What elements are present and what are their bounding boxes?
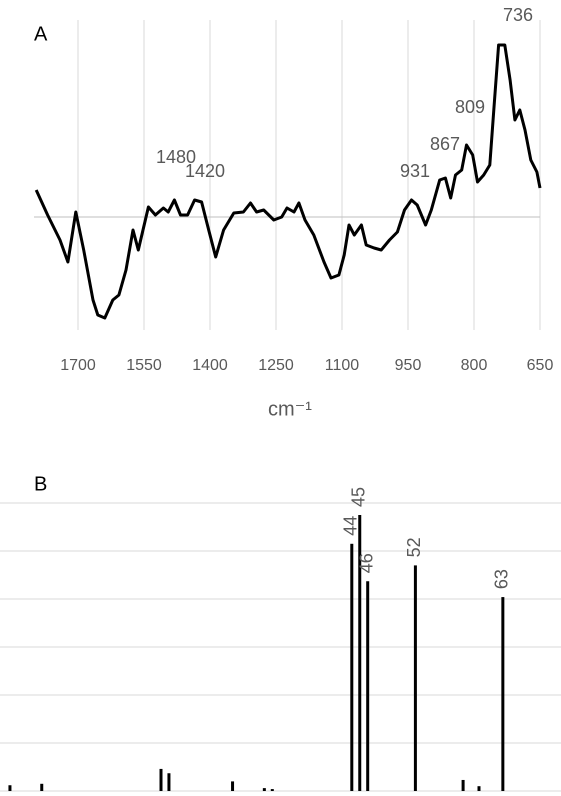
- x-tick-label: 800: [461, 357, 488, 374]
- bar: [350, 543, 354, 791]
- bar: [413, 565, 417, 791]
- bar-label: 63: [492, 569, 512, 589]
- panel-label: B: [34, 473, 47, 495]
- peak-label: 1480: [156, 147, 196, 167]
- bar-label: 52: [404, 537, 424, 557]
- bar: [366, 581, 370, 791]
- bar: [262, 788, 266, 791]
- peak-label: 736: [503, 5, 533, 25]
- bar: [167, 773, 171, 791]
- bar: [270, 789, 274, 791]
- bar: [461, 779, 465, 791]
- bar-label: 44: [341, 516, 361, 536]
- x-tick-label: 1700: [60, 357, 96, 374]
- bar: [501, 597, 505, 791]
- peak-label: 931: [400, 161, 430, 181]
- bar-label: 46: [356, 553, 376, 573]
- bar: [159, 768, 163, 791]
- peak-label: 867: [430, 134, 460, 154]
- x-tick-label: 1400: [192, 357, 228, 374]
- bar: [358, 515, 362, 791]
- panel-label: A: [34, 23, 48, 45]
- bar: [477, 786, 481, 791]
- x-axis-label: cm⁻¹: [268, 398, 312, 420]
- bar: [231, 781, 235, 791]
- bar: [40, 783, 44, 791]
- peak-label: 809: [455, 97, 485, 117]
- x-tick-label: 1550: [126, 357, 162, 374]
- x-tick-label: 950: [395, 357, 422, 374]
- spectrum-line: [34, 43, 542, 320]
- x-tick-label: 1100: [325, 357, 360, 374]
- x-tick-label: 1250: [258, 357, 294, 374]
- peak-label: 1420: [185, 161, 225, 181]
- x-tick-label: 650: [527, 357, 554, 374]
- bar-label: 45: [349, 487, 369, 507]
- bar: [8, 785, 12, 791]
